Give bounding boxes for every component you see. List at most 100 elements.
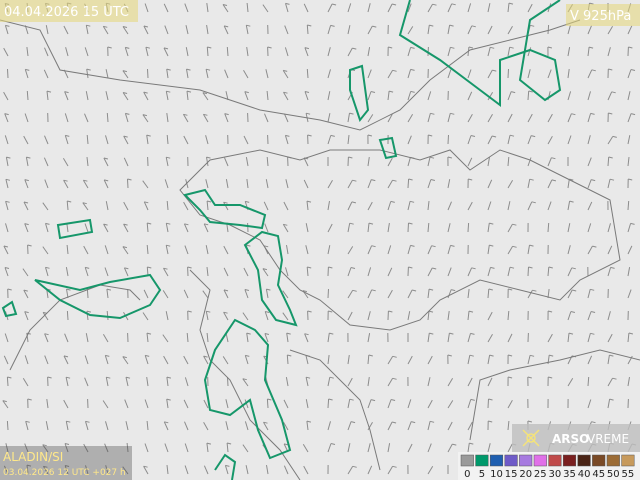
barb xyxy=(407,201,411,211)
barb-flag xyxy=(330,134,335,137)
contour xyxy=(183,188,267,230)
barb xyxy=(243,69,249,79)
legend-swatch xyxy=(562,454,577,467)
barb-flag xyxy=(392,377,397,380)
barb xyxy=(283,201,289,211)
coastline xyxy=(189,269,301,480)
barb-flag xyxy=(452,443,457,446)
barb xyxy=(367,179,372,189)
barb xyxy=(246,179,249,189)
barb xyxy=(306,421,309,431)
barb xyxy=(447,400,454,409)
barb-flag xyxy=(203,355,208,358)
barb-flag xyxy=(24,179,29,182)
barb xyxy=(487,355,491,365)
barb xyxy=(4,25,9,35)
barb xyxy=(84,355,89,365)
barb xyxy=(487,311,493,321)
barb-flag xyxy=(509,266,515,269)
barb xyxy=(206,3,209,13)
barb xyxy=(367,25,373,35)
barb xyxy=(125,377,129,387)
barb-flag xyxy=(287,354,292,357)
barb-flag xyxy=(410,46,415,49)
legend-swatch xyxy=(504,454,518,467)
barb xyxy=(205,135,209,145)
barb xyxy=(567,311,572,321)
barb xyxy=(4,113,9,123)
barb xyxy=(164,179,169,189)
barb xyxy=(183,201,189,211)
barb xyxy=(5,201,9,211)
barb xyxy=(547,289,550,299)
barb-flag xyxy=(371,245,376,248)
barb xyxy=(186,69,189,79)
barb xyxy=(427,25,430,35)
barb xyxy=(547,24,550,35)
barb-flag xyxy=(548,266,553,269)
contour xyxy=(349,64,370,123)
legend-swatch xyxy=(533,454,547,467)
barb-flag xyxy=(431,245,436,248)
barb xyxy=(223,201,229,211)
barb xyxy=(125,421,129,431)
barb xyxy=(507,310,510,321)
barb xyxy=(23,135,29,145)
barb xyxy=(122,26,129,35)
barb xyxy=(45,421,49,431)
barb xyxy=(64,333,69,343)
barb xyxy=(46,91,49,101)
barb xyxy=(285,267,289,277)
barb-flag xyxy=(350,267,356,269)
barb xyxy=(527,266,529,277)
barb-flag xyxy=(549,354,554,357)
barb xyxy=(347,201,353,211)
barb-flag xyxy=(430,112,435,115)
barb-flag xyxy=(24,223,29,226)
barb-flag xyxy=(245,200,250,203)
barb-flag xyxy=(592,245,597,248)
barb xyxy=(246,333,249,343)
legend-swatch xyxy=(548,454,562,467)
barb-flag xyxy=(471,25,476,28)
barb-flag xyxy=(262,268,268,271)
barb xyxy=(367,157,370,167)
barb-flag xyxy=(548,376,553,379)
barb xyxy=(347,355,350,365)
barb xyxy=(163,355,169,365)
barb-flag xyxy=(225,464,230,467)
barb xyxy=(225,399,229,409)
barb xyxy=(527,3,533,13)
barb xyxy=(407,355,413,365)
barb-flag xyxy=(45,222,50,225)
barb xyxy=(627,157,630,167)
legend-label: 15 xyxy=(505,469,518,480)
barb xyxy=(547,157,552,167)
barb xyxy=(24,311,29,321)
barb-flag xyxy=(531,135,536,138)
barb xyxy=(607,179,611,189)
barb xyxy=(283,113,289,123)
barb xyxy=(6,420,9,431)
barb xyxy=(447,289,452,299)
barb xyxy=(387,378,394,387)
barb-flag xyxy=(203,113,208,116)
barb-flag xyxy=(285,2,290,5)
barb xyxy=(4,135,9,145)
legend-label: 0 xyxy=(464,469,470,480)
barb-flag xyxy=(122,70,128,73)
barb xyxy=(104,355,109,365)
barb xyxy=(567,179,570,189)
run-time: 03.04.2026 12 UTC +027 h xyxy=(3,468,126,478)
barb-flag xyxy=(568,332,574,335)
barb xyxy=(467,113,473,123)
barb-flag xyxy=(307,266,312,269)
barb xyxy=(7,68,9,79)
barb-flag xyxy=(123,135,128,138)
barb-flag xyxy=(147,222,152,225)
barb xyxy=(347,246,354,255)
barb-flag xyxy=(5,178,11,181)
barb xyxy=(467,69,472,79)
barb-flag xyxy=(612,377,617,380)
barb-flag xyxy=(166,244,171,247)
